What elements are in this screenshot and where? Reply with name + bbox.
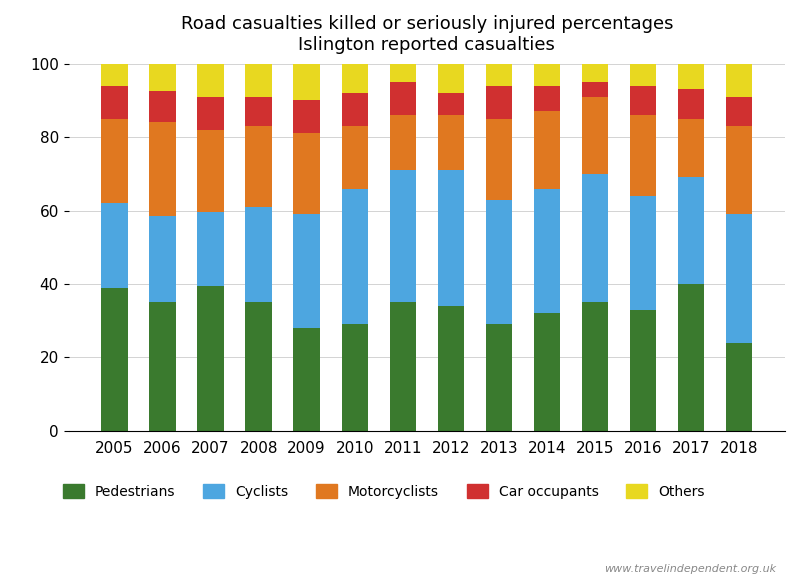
Bar [294,328,320,431]
Bar [630,86,656,115]
Bar [534,188,560,313]
Bar [294,64,320,100]
Bar [582,97,608,174]
Bar [390,64,416,82]
Bar [438,64,464,93]
Bar [198,212,224,286]
Bar [342,64,368,93]
Bar [534,86,560,111]
Bar [726,214,753,343]
Bar [102,64,128,86]
Bar [678,119,704,177]
Bar [582,302,608,431]
Bar [342,324,368,431]
Bar [102,203,128,288]
Bar [390,302,416,431]
Bar [534,64,560,86]
Bar [294,100,320,133]
Bar [150,91,176,122]
Bar [582,82,608,97]
Bar [726,64,753,97]
Bar [438,306,464,431]
Bar [198,64,224,97]
Bar [630,196,656,310]
Bar [486,119,512,200]
Bar [726,343,753,431]
Bar [342,188,368,324]
Bar [486,86,512,119]
Bar [246,97,272,126]
Bar [534,111,560,188]
Bar [678,89,704,119]
Bar [438,93,464,115]
Title: Road casualties killed or seriously injured percentages
Islington reported casua: Road casualties killed or seriously inju… [181,15,673,54]
Bar [582,64,608,82]
Bar [342,126,368,188]
Bar [582,174,608,302]
Bar [678,284,704,431]
Bar [630,115,656,196]
Bar [102,288,128,431]
Bar [150,64,176,91]
Bar [246,207,272,302]
Bar [390,115,416,170]
Bar [486,64,512,86]
Bar [438,115,464,170]
Bar [630,310,656,431]
Bar [150,216,176,302]
Bar [438,170,464,306]
Bar [678,177,704,284]
Bar [390,82,416,115]
Bar [102,86,128,119]
Bar [726,97,753,126]
Bar [246,64,272,97]
Bar [486,324,512,431]
Bar [246,126,272,207]
Bar [150,122,176,216]
Bar [102,119,128,203]
Bar [486,200,512,324]
Bar [198,97,224,130]
Bar [678,64,704,89]
Bar [390,170,416,302]
Bar [534,313,560,431]
Bar [246,302,272,431]
Bar [726,126,753,214]
Legend: Pedestrians, Cyclists, Motorcyclists, Car occupants, Others: Pedestrians, Cyclists, Motorcyclists, Ca… [58,478,710,504]
Bar [198,130,224,212]
Bar [198,286,224,431]
Bar [294,133,320,214]
Bar [294,214,320,328]
Bar [150,302,176,431]
Bar [342,93,368,126]
Bar [630,64,656,86]
Text: www.travelindependent.org.uk: www.travelindependent.org.uk [604,564,776,574]
